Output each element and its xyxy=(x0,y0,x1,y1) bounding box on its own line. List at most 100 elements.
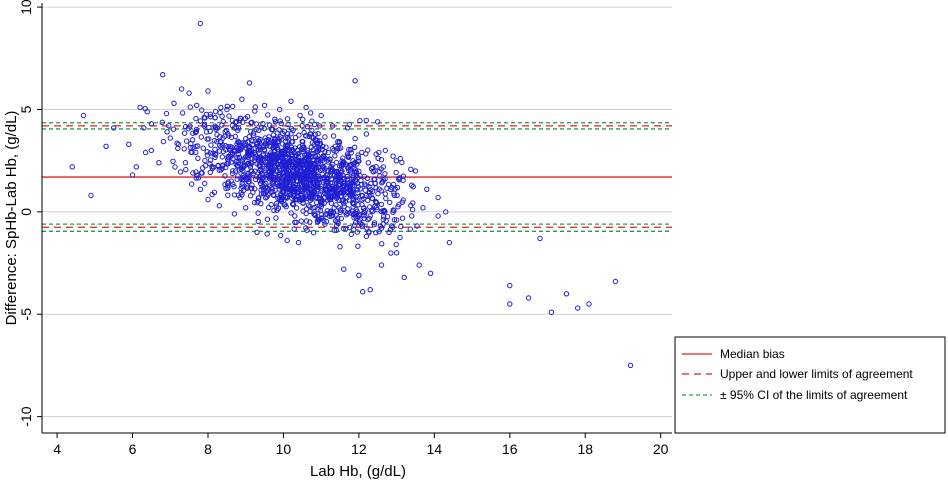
data-point xyxy=(328,210,334,216)
data-point xyxy=(398,223,404,230)
data-point xyxy=(197,20,204,27)
data-point xyxy=(222,173,228,179)
data-point xyxy=(320,154,327,160)
data-point xyxy=(189,149,195,156)
data-point xyxy=(330,133,337,139)
data-point xyxy=(203,129,210,135)
data-point xyxy=(374,200,380,206)
data-point xyxy=(277,183,283,189)
data-point xyxy=(295,158,301,165)
data-point xyxy=(210,150,216,157)
data-point xyxy=(239,96,245,102)
data-point xyxy=(219,154,226,160)
data-point xyxy=(388,223,395,229)
data-point xyxy=(317,177,323,183)
data-point xyxy=(292,219,298,226)
data-point xyxy=(212,146,218,153)
data-point xyxy=(350,187,357,193)
data-point xyxy=(209,163,215,170)
data-point xyxy=(305,157,311,164)
data-point xyxy=(353,194,359,200)
data-point xyxy=(250,130,257,136)
data-point xyxy=(317,138,323,144)
data-point xyxy=(245,170,251,177)
data-point xyxy=(170,158,176,165)
data-point xyxy=(348,147,354,153)
data-point xyxy=(273,215,279,221)
data-point xyxy=(381,214,387,220)
data-point xyxy=(271,135,278,142)
data-point xyxy=(278,197,284,203)
data-point xyxy=(202,163,209,169)
data-point xyxy=(265,138,271,145)
data-point xyxy=(548,309,554,315)
data-point xyxy=(174,140,180,146)
data-point xyxy=(266,176,273,182)
data-point xyxy=(159,119,166,126)
data-point xyxy=(212,123,218,129)
data-point xyxy=(288,152,294,158)
x-axis-title: Lab Hb, (g/dL) xyxy=(310,463,406,480)
data-point xyxy=(274,155,280,161)
data-point xyxy=(331,227,337,233)
data-point xyxy=(307,110,314,116)
data-point xyxy=(274,130,280,136)
data-point xyxy=(293,205,300,211)
data-point xyxy=(286,161,293,168)
data-point xyxy=(239,183,245,189)
data-point xyxy=(229,170,236,177)
data-point xyxy=(388,250,394,256)
data-point xyxy=(207,157,214,163)
data-point xyxy=(239,192,245,198)
data-point xyxy=(355,189,361,196)
data-point xyxy=(321,200,327,207)
data-point xyxy=(379,180,385,186)
data-point xyxy=(292,134,299,141)
data-point xyxy=(246,80,253,86)
data-point xyxy=(383,218,389,224)
data-point xyxy=(370,164,376,171)
data-point xyxy=(223,127,230,134)
data-point xyxy=(261,190,267,197)
data-point xyxy=(233,161,239,167)
data-point xyxy=(274,146,281,153)
data-point xyxy=(235,138,241,145)
data-point xyxy=(266,204,272,211)
data-point xyxy=(207,169,214,176)
data-point xyxy=(394,192,400,199)
data-point xyxy=(311,166,317,172)
data-point xyxy=(277,106,283,113)
data-point xyxy=(300,116,306,123)
data-point xyxy=(181,146,187,152)
data-point xyxy=(400,177,406,184)
data-point xyxy=(88,192,94,199)
data-point xyxy=(627,362,634,369)
data-point xyxy=(214,139,220,145)
data-point xyxy=(236,154,242,161)
data-point xyxy=(407,226,413,232)
data-point xyxy=(270,141,276,147)
data-point xyxy=(257,178,263,184)
data-point xyxy=(256,157,262,163)
data-point xyxy=(129,172,136,178)
data-point xyxy=(295,239,302,246)
data-point xyxy=(264,194,270,200)
data-point xyxy=(271,163,278,170)
data-point xyxy=(197,118,204,124)
data-point xyxy=(309,118,315,124)
data-point xyxy=(408,202,414,209)
data-point xyxy=(361,205,367,211)
data-point xyxy=(427,270,434,276)
x-tick-label: 4 xyxy=(53,441,61,457)
x-tick-label: 12 xyxy=(351,441,367,457)
data-point xyxy=(367,213,373,219)
data-point xyxy=(148,147,155,154)
data-point xyxy=(420,205,426,211)
data-point xyxy=(297,198,303,204)
data-point xyxy=(366,229,372,235)
data-point xyxy=(252,108,258,114)
data-point xyxy=(272,119,279,125)
data-point xyxy=(219,142,226,148)
data-point xyxy=(344,125,351,131)
data-point xyxy=(334,188,340,194)
